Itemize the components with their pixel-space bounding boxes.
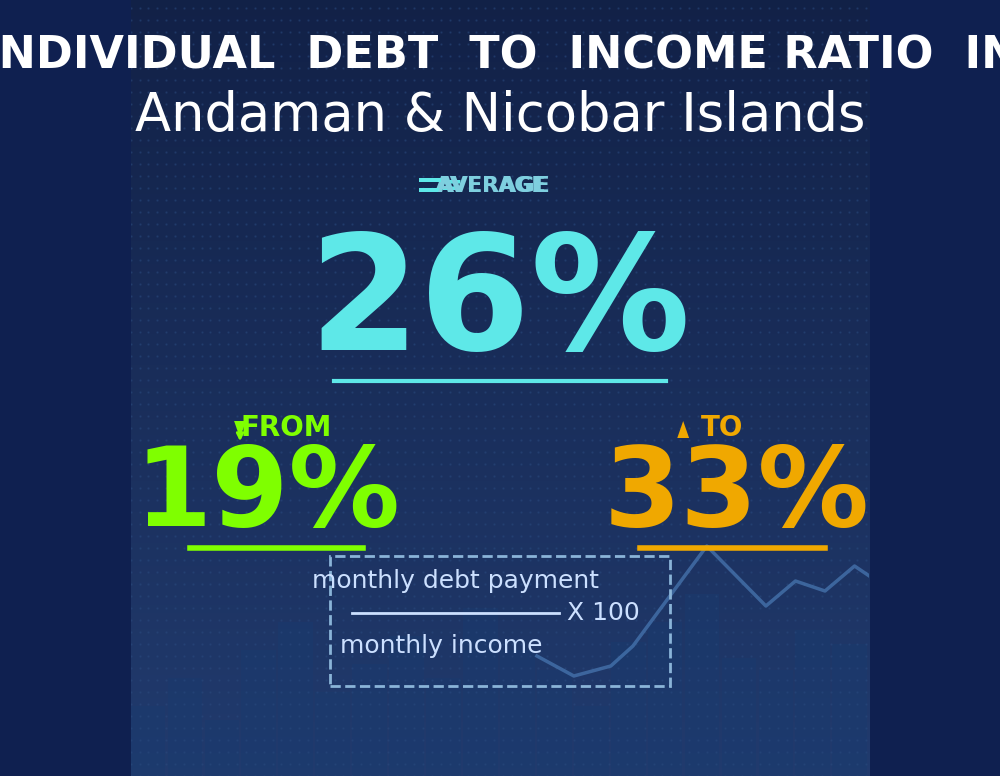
Bar: [574, 706, 609, 776]
Text: =: =: [440, 172, 464, 200]
Text: Andaman & Nicobar Islands: Andaman & Nicobar Islands: [135, 90, 865, 142]
Bar: [315, 692, 350, 776]
Text: AVERAGE: AVERAGE: [438, 176, 547, 196]
Text: 33%: 33%: [603, 442, 869, 549]
Bar: [611, 642, 646, 776]
Bar: [500, 650, 535, 776]
Bar: [685, 594, 719, 776]
Bar: [419, 188, 441, 192]
Bar: [389, 636, 424, 776]
Bar: [278, 622, 313, 776]
Text: FROM: FROM: [240, 414, 331, 442]
Text: 19%: 19%: [134, 442, 400, 549]
Text: X 100: X 100: [567, 601, 640, 625]
Bar: [832, 644, 867, 776]
Bar: [537, 670, 572, 776]
Bar: [648, 622, 682, 776]
Text: INDIVIDUAL  DEBT  TO  INCOME RATIO  IN: INDIVIDUAL DEBT TO INCOME RATIO IN: [0, 34, 1000, 78]
Bar: [722, 658, 756, 776]
Bar: [168, 678, 202, 776]
Bar: [330, 556, 670, 686]
Bar: [426, 678, 461, 776]
Text: 26%: 26%: [309, 228, 691, 383]
Bar: [795, 630, 830, 776]
Text: monthly income: monthly income: [340, 634, 542, 658]
Bar: [463, 608, 498, 776]
Bar: [352, 664, 387, 776]
Bar: [205, 720, 239, 776]
Polygon shape: [677, 421, 689, 438]
Bar: [759, 670, 793, 776]
Text: AVERAGE: AVERAGE: [435, 176, 550, 196]
Bar: [241, 650, 276, 776]
Bar: [419, 178, 441, 182]
Text: monthly debt payment: monthly debt payment: [312, 569, 599, 593]
Text: TO: TO: [700, 414, 743, 442]
Polygon shape: [234, 421, 246, 438]
Bar: [131, 706, 165, 776]
